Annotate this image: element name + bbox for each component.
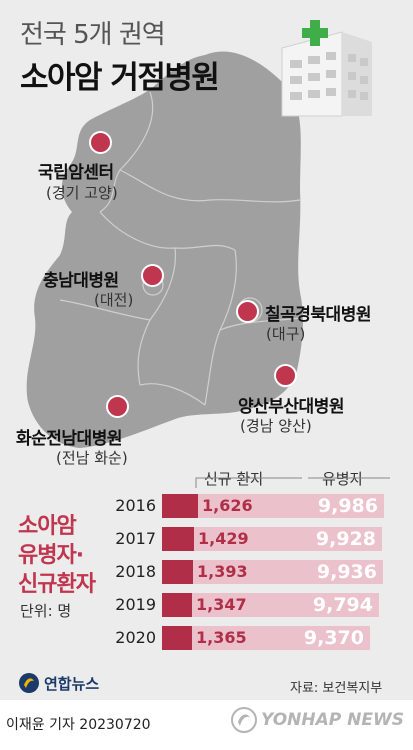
legend-bracket — [195, 477, 390, 488]
yonhap-logo: 연합뉴스 — [18, 672, 99, 694]
year-label: 2018 — [115, 562, 156, 581]
unit-label: 단위: 명 — [20, 602, 72, 620]
logo-text: 연합뉴스 — [44, 674, 100, 693]
reporter-credit: 이재윤 기자 20230720 — [6, 717, 151, 733]
hospital-location: (대전) — [94, 291, 134, 309]
title-line1: 전국 5개 권역 — [20, 20, 166, 50]
chart-title-line: 유병자· — [18, 543, 84, 568]
value-prevalence: 9,928 — [315, 528, 376, 550]
hospital-building-icon — [281, 20, 372, 117]
bar-new-patients — [162, 593, 192, 617]
legend-new-patients: 신규 환자 — [204, 470, 264, 488]
bar-prevalence — [162, 494, 384, 518]
hospital-name: 충남대병원 — [43, 271, 119, 291]
bar-new-patients — [162, 527, 194, 551]
hospital-name: 칠곡경북대병원 — [265, 305, 371, 325]
chart-title: 소아암 유병자· 신규환자 — [18, 512, 96, 599]
bar-prevalence — [162, 527, 382, 551]
hospital-marker-icon — [141, 264, 164, 287]
year-label: 2017 — [115, 529, 156, 548]
bar-chart: 2016 1,626 9,986 2017 1,429 9,928 2018 1,393 9,9… — [115, 494, 384, 650]
year-label: 2020 — [115, 628, 156, 647]
value-prevalence: 9,986 — [317, 495, 378, 517]
bar-new-patients — [162, 560, 193, 584]
hospital-location: (전남 화순) — [56, 449, 128, 467]
hospital-marker-icon — [106, 395, 129, 418]
bar-new-patients — [162, 494, 198, 518]
watermark: YONHAP NEWS — [230, 706, 404, 734]
bar-prevalence — [162, 626, 370, 650]
year-label: 2016 — [115, 496, 156, 515]
hospital-location: (경기 고양) — [46, 184, 118, 202]
hospital-name: 양산부산대병원 — [238, 397, 344, 417]
value-new-patients: 1,626 — [202, 496, 253, 515]
value-new-patients: 1,347 — [196, 595, 247, 614]
value-new-patients: 1,429 — [198, 529, 249, 548]
hospital-marker-icon — [274, 364, 297, 387]
value-new-patients: 1,365 — [196, 628, 247, 647]
footer-bar — [0, 700, 413, 750]
chart-title-line: 신규환자 — [18, 572, 96, 597]
page-title: 소아암 거점병원 — [20, 60, 220, 96]
hospital-location: (대구) — [266, 325, 306, 343]
hospital-location: (경남 양산) — [240, 417, 312, 435]
watermark-text: YONHAP NEWS — [261, 710, 404, 730]
yonhap-logo-icon — [19, 673, 39, 693]
watermark-logo-icon — [231, 707, 257, 733]
hospital-name: 국립암센터 — [38, 163, 114, 183]
chart-title-line: 소아암 — [18, 514, 77, 539]
bar-prevalence — [162, 560, 383, 584]
value-new-patients: 1,393 — [197, 562, 248, 581]
year-label: 2019 — [115, 595, 156, 614]
value-prevalence: 9,936 — [316, 561, 377, 583]
bar-new-patients — [162, 626, 192, 650]
value-prevalence: 9,794 — [312, 594, 373, 616]
value-prevalence: 9,370 — [303, 627, 364, 649]
bar-prevalence — [162, 593, 379, 617]
hospital-marker-icon — [89, 131, 112, 154]
legend-prevalence: 유병자 — [322, 470, 364, 488]
source-note: 자료: 보건복지부 — [290, 681, 383, 696]
hospital-name: 화순전남대병원 — [16, 429, 122, 449]
hospital-marker-icon — [236, 300, 259, 323]
